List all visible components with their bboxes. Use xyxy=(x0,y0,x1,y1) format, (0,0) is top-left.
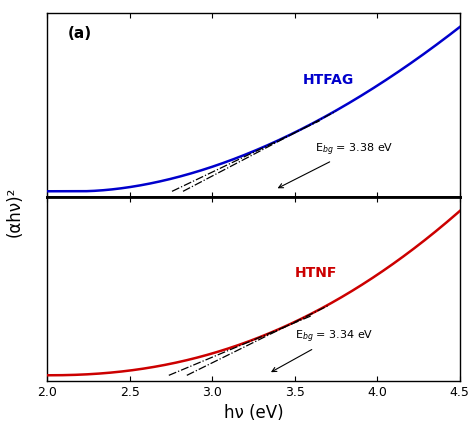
Text: HTNF: HTNF xyxy=(295,266,337,280)
Text: E$_{bg}$ = 3.34 eV: E$_{bg}$ = 3.34 eV xyxy=(272,329,373,371)
X-axis label: hν (eV): hν (eV) xyxy=(224,404,283,422)
Text: (a): (a) xyxy=(68,25,92,41)
Text: HTFAG: HTFAG xyxy=(303,73,355,87)
Text: E$_{bg}$ = 3.38 eV: E$_{bg}$ = 3.38 eV xyxy=(279,141,393,188)
Text: (αhν)²: (αhν)² xyxy=(5,186,23,237)
